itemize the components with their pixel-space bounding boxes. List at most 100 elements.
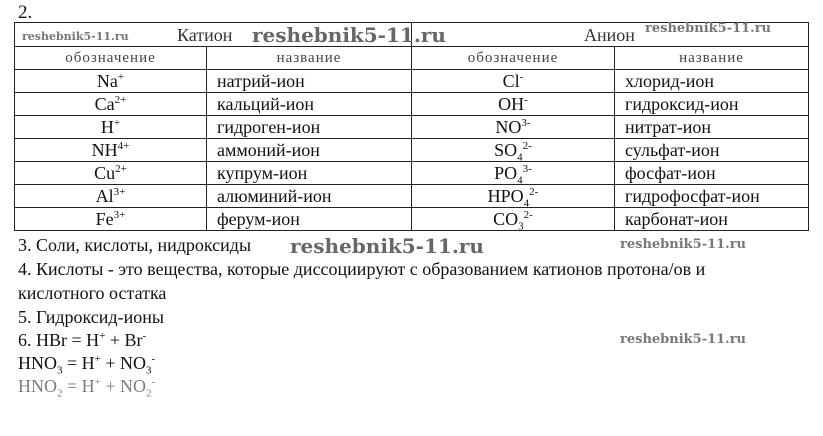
eq-sub: 3 [57,364,63,377]
cation-name: натрий-ион [206,69,412,93]
answer-3: 3. Соли, кислоты, нидроксиды [18,235,252,255]
formula-sup: 3- [522,163,532,175]
table-row: H+ гидроген-ион NO3- нитрат-ион [14,115,809,139]
eq-sub: 2 [146,387,152,400]
eq-part: 6. HBr = H [18,330,100,350]
equation-hno2: HNO2 = H+ + NO2- [18,376,156,400]
formula-sup: + [117,71,125,83]
cation-symbol: H+ [14,115,207,139]
formula-sup: 4+ [117,140,130,152]
formula-base: Cl [502,71,520,91]
subheader-anion-symbol: обозначение [411,46,615,70]
cation-name: купрум-ион [206,161,412,185]
table-header-row: Катион Анион [14,22,809,47]
formula-base: H [100,117,114,137]
watermark: reshebnik5-11.ru [290,234,484,258]
answer-4-line2: кислотного остатка [18,283,167,303]
eq-sup: + [99,330,106,342]
cation-symbol: Na+ [14,69,207,93]
table-row: Ca2+ кальций-ион OH- гидроксид-ион [14,92,809,116]
eq-part: HNO [18,353,57,373]
watermark: reshebnik5-11.ru [252,23,446,47]
eq-sup: + [94,376,101,388]
cation-name: аммоний-ион [206,138,412,162]
anion-name: фосфат-ион [614,161,809,185]
cation-name: ферум-ион [206,207,412,231]
formula-sup: 2+ [115,163,127,175]
formula-base: PO [494,163,518,183]
task-number: 2. [18,2,33,23]
formula-sub: 4 [523,197,530,210]
formula-base: Al [95,186,114,206]
eq-part: + Br [105,330,143,350]
eq-sub: 3 [146,364,152,377]
formula-sup: 3+ [113,186,126,198]
subheader-anion-name: название [614,46,809,70]
eq-sup: - [142,330,147,342]
formula-base: Fe [95,209,114,229]
anion-symbol: SO42- [411,138,615,164]
answer-4-line1: 4. Кислоты - это вещества, которые диссо… [18,259,706,279]
formula-sup: 2- [523,209,533,221]
eq-sup: - [151,353,156,365]
formula-sub: 3 [518,220,524,233]
table-subheader-row: обозначение название обозначение названи… [14,46,809,70]
subheader-cation-symbol: обозначение [14,46,207,70]
formula-base: NH [91,140,118,160]
formula-sub: 4 [517,174,523,187]
anion-header: Анион [411,22,809,47]
anion-symbol: Cl- [411,69,615,93]
table-row: Na+ натрий-ион Cl- хлорид-ион [14,69,809,93]
formula-sup: 2+ [114,94,127,106]
formula-base: Cu [94,163,116,183]
anion-name: гидроксид-ион [614,92,809,116]
equation-hbr: 6. HBr = H+ + Br- [18,330,146,351]
cation-name: кальций-ион [206,92,412,116]
anion-symbol: PO43- [411,161,615,187]
watermark: reshebnik5-11.ru [645,21,772,36]
eq-sub: 2 [57,387,63,400]
anion-name: нитрат-ион [614,115,809,139]
table-row: Cu2+ купрум-ион PO43- фосфат-ион [14,161,809,187]
eq-part: = H [62,353,95,373]
anion-symbol: OH- [411,92,615,116]
formula-base: SO [494,140,518,160]
formula-sup: - [524,94,528,106]
cation-header: Катион [14,22,412,47]
answer-5: 5. Гидроксид-ионы [18,307,164,327]
formula-base: OH [498,94,525,114]
table-row: Al3+ алюминий-ион HPO42- гидрофосфат-ион [14,184,809,210]
table-row: Fe3+ ферум-ион CO32- карбонат-ион [14,207,809,233]
formula-base: Ca [94,94,115,114]
watermark: reshebnik5-11.ru [620,332,747,347]
ion-table: Катион Анион обозначение название обозна… [14,22,809,233]
eq-part: + NO [100,353,147,373]
equation-hno3: HNO3 = H+ + NO3- [18,353,156,377]
formula-sub: 4 [517,151,523,164]
eq-part: HNO [18,376,57,396]
subheader-cation-name: название [206,46,412,70]
cation-symbol: NH4+ [14,138,207,162]
eq-part: + NO [100,376,147,396]
eq-part: = H [62,376,95,396]
formula-sup: 2- [522,140,532,152]
anion-symbol: CO32- [411,207,615,233]
cation-symbol: Cu2+ [14,161,207,185]
eq-sup: + [94,353,101,365]
cation-name: гидроген-ион [206,115,412,139]
eq-sup: - [151,376,156,388]
formula-sup: 3+ [113,209,126,221]
formula-base: CO [493,209,519,229]
formula-sup: 3- [521,117,531,129]
anion-symbol: HPO42- [411,184,615,210]
cation-symbol: Ca2+ [14,92,207,116]
formula-base: HPO [487,186,524,206]
table-row: NH4+ аммоний-ион SO42- сульфат-ион [14,138,809,164]
anion-name: хлорид-ион [614,69,809,93]
formula-sup: - [519,71,524,83]
anion-name: сульфат-ион [614,138,809,162]
cation-name: алюминий-ион [206,184,412,208]
anion-symbol: NO3- [411,115,615,139]
formula-base: NO [495,117,522,137]
formula-sup: + [113,117,121,129]
